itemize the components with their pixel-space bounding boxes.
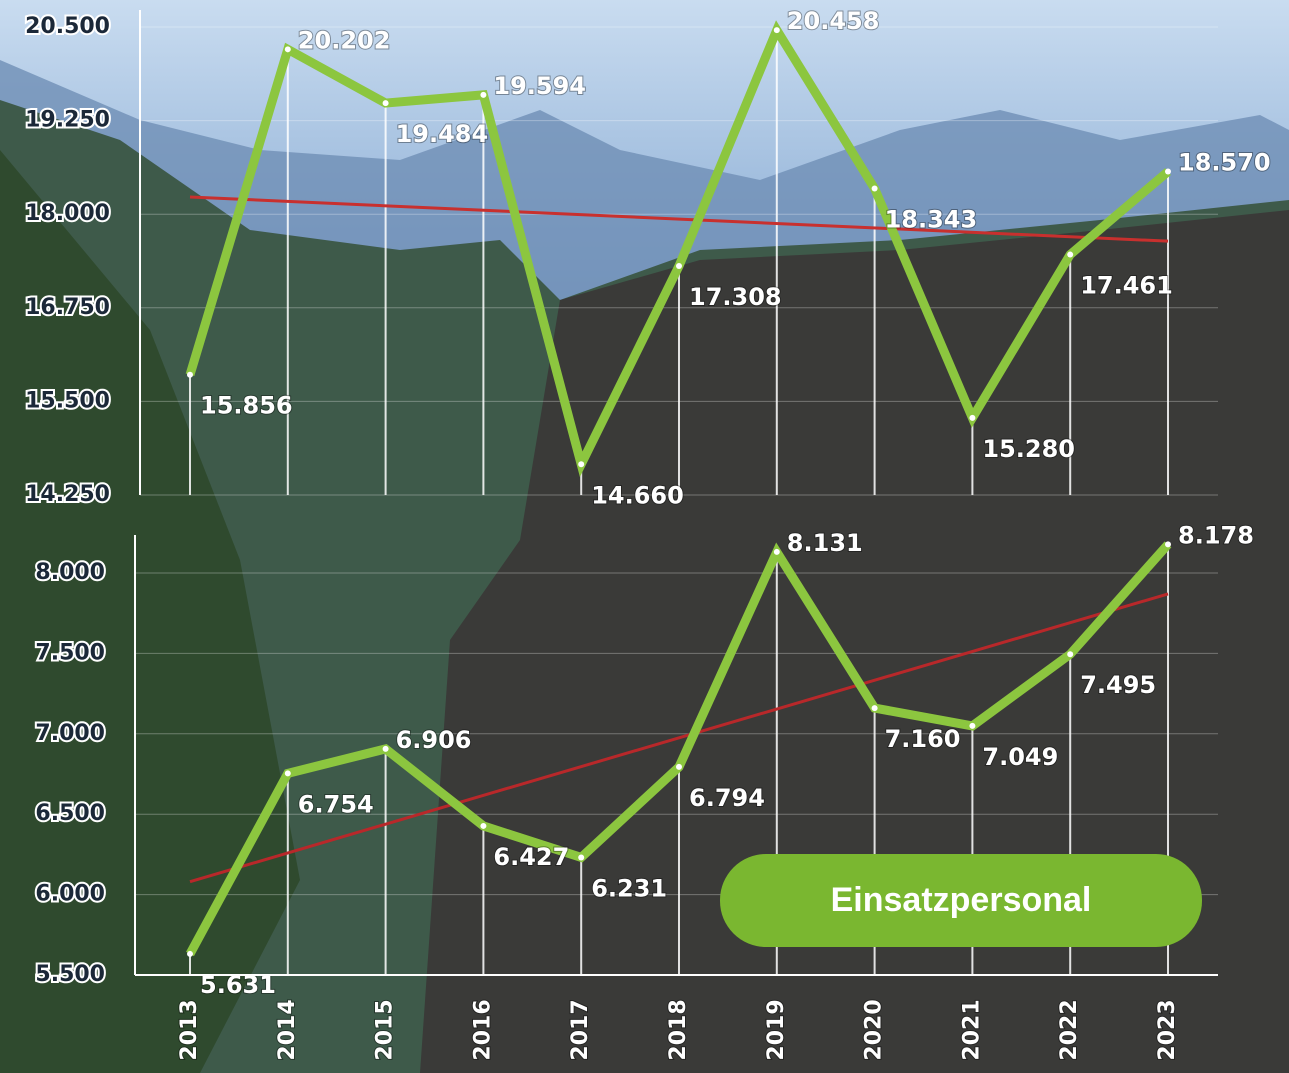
value-label: 7.495: [1080, 671, 1156, 699]
y-tick-label: 8.000: [35, 560, 105, 585]
x-tick-label: 2017: [568, 999, 593, 1060]
value-label: 7.049: [982, 743, 1058, 771]
data-point: [578, 461, 584, 467]
value-label: 20.202: [298, 26, 391, 54]
x-tick-label: 2023: [1155, 999, 1180, 1060]
data-point: [676, 263, 682, 269]
value-label: 18.343: [885, 206, 978, 234]
data-point: [774, 549, 780, 555]
y-tick-label: 6.500: [35, 801, 105, 826]
data-point: [383, 100, 389, 106]
y-tick-label: 5.500: [35, 962, 105, 987]
x-tick-label: 2020: [862, 999, 887, 1060]
value-label: 8.131: [787, 529, 863, 557]
x-tick-label: 2016: [470, 999, 495, 1060]
value-label: 18.570: [1178, 149, 1271, 177]
x-tick-label: 2013: [177, 999, 202, 1060]
value-label: 6.794: [689, 784, 765, 812]
value-label: 15.856: [200, 392, 293, 420]
data-point: [1165, 169, 1171, 175]
x-tick-label: 2022: [1057, 999, 1082, 1060]
data-point: [969, 415, 975, 421]
x-tick-label: 2014: [275, 999, 300, 1060]
y-tick-label: 6.000: [35, 882, 105, 907]
data-point: [872, 705, 878, 711]
data-point: [187, 951, 193, 957]
value-label: 6.754: [298, 790, 374, 818]
value-label: 20.458: [787, 7, 880, 35]
data-point: [1067, 252, 1073, 258]
chart: 14.250 15.500 16.750 18.000 19.250 20.500 15.8…: [0, 0, 1289, 1073]
data-point: [578, 854, 584, 860]
x-tick-label: 2019: [764, 999, 789, 1060]
value-label: 19.594: [493, 72, 586, 100]
x-tick-label: 2015: [373, 999, 398, 1060]
value-label: 6.906: [396, 726, 472, 754]
y-tick-label: 7.500: [35, 640, 105, 665]
data-point: [969, 723, 975, 729]
value-label: 6.427: [493, 843, 569, 871]
value-label: 6.231: [591, 874, 667, 902]
value-label: 17.308: [689, 283, 782, 311]
data-point: [285, 770, 291, 776]
value-label: 19.484: [396, 120, 489, 148]
data-point: [774, 27, 780, 33]
y-tick-label: 15.500: [25, 388, 110, 413]
data-point: [1165, 541, 1171, 547]
data-point: [1067, 651, 1073, 657]
y-tick-label: 14.250: [25, 482, 110, 507]
data-point: [187, 372, 193, 378]
data-point: [383, 746, 389, 752]
value-label: 17.461: [1080, 272, 1173, 300]
value-label: 14.660: [591, 481, 684, 509]
data-point: [285, 46, 291, 52]
y-tick-label: 20.500: [25, 14, 110, 39]
data-point: [480, 92, 486, 98]
x-tick-label: 2021: [959, 999, 984, 1060]
data-point: [480, 823, 486, 829]
value-label: 15.280: [982, 435, 1075, 463]
y-tick-label: 18.000: [25, 201, 110, 226]
data-point: [676, 764, 682, 770]
y-tick-label: 7.000: [35, 721, 105, 746]
x-tick-label: 2018: [666, 999, 691, 1060]
y-tick-label: 19.250: [25, 108, 110, 133]
y-tick-label: 16.750: [25, 295, 110, 320]
data-point: [872, 186, 878, 192]
page: {"chart_data":[ {"type":"line","color":"…: [0, 0, 1289, 1073]
value-label: 8.178: [1178, 521, 1254, 549]
value-label: 7.160: [885, 725, 961, 753]
badge-label: Einsatzpersonal: [831, 881, 1092, 919]
